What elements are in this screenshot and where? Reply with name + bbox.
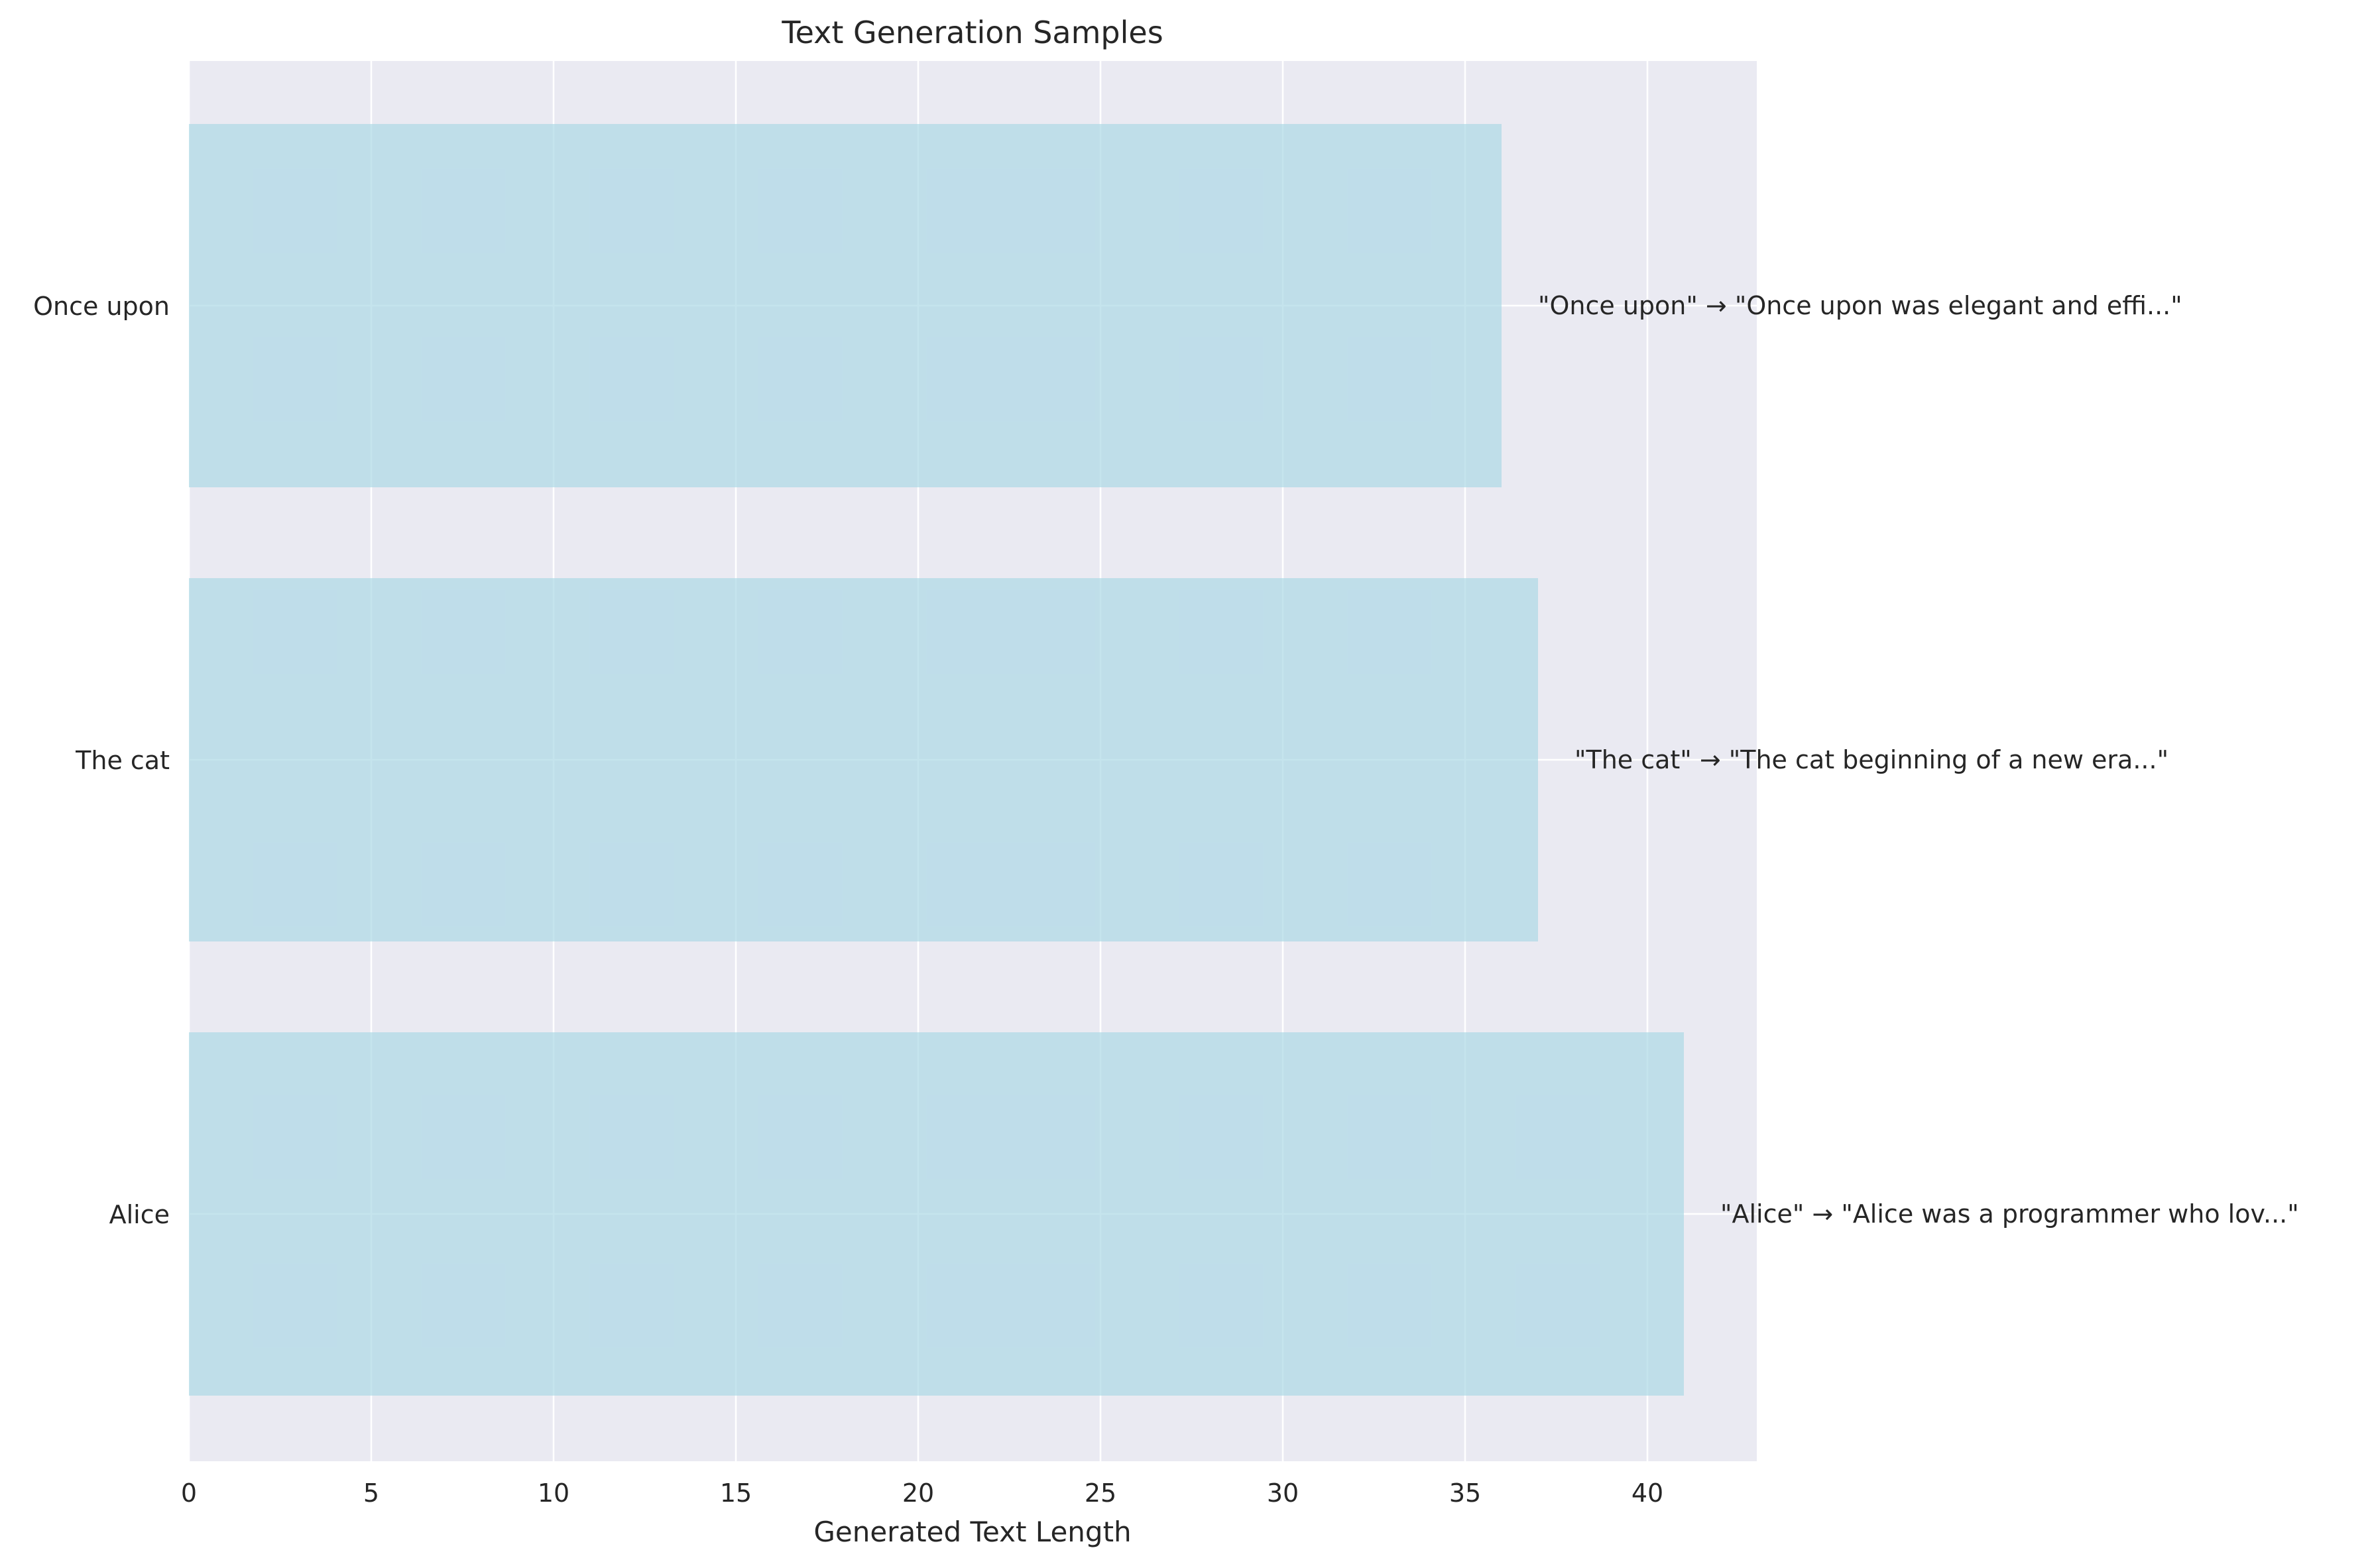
chart-title: Text Generation Samples <box>781 15 1163 50</box>
y-tick-label: The cat <box>75 746 170 775</box>
x-tick-label: 25 <box>1085 1478 1116 1508</box>
bar <box>189 1032 1684 1396</box>
x-tick-label: 5 <box>363 1478 379 1508</box>
y-tick-label: Once upon <box>33 292 170 321</box>
bar-annotation: "The cat" → "The cat beginning of a new … <box>1574 745 2168 774</box>
y-tick-labels: Once upon The cat Alice <box>33 292 170 1229</box>
x-tick-label: 10 <box>538 1478 569 1508</box>
bar-annotations: "Once upon" → "Once upon was elegant and… <box>1538 291 2299 1229</box>
x-tick-label: 15 <box>720 1478 752 1508</box>
bar <box>189 578 1538 941</box>
x-tick-labels: 0 5 10 15 20 25 30 35 40 <box>181 1478 1663 1508</box>
x-tick-label: 0 <box>181 1478 197 1508</box>
bar <box>189 124 1502 487</box>
bar-annotation: "Alice" → "Alice was a programmer who lo… <box>1720 1199 2299 1229</box>
bar-annotation: "Once upon" → "Once upon was elegant and… <box>1538 291 2182 320</box>
x-tick-label: 35 <box>1449 1478 1481 1508</box>
x-tick-label: 20 <box>902 1478 934 1508</box>
x-tick-label: 40 <box>1631 1478 1663 1508</box>
x-axis-label: Generated Text Length <box>813 1516 1131 1548</box>
x-tick-label: 30 <box>1267 1478 1299 1508</box>
y-tick-label: Alice <box>109 1200 170 1229</box>
bars <box>189 124 1684 1396</box>
